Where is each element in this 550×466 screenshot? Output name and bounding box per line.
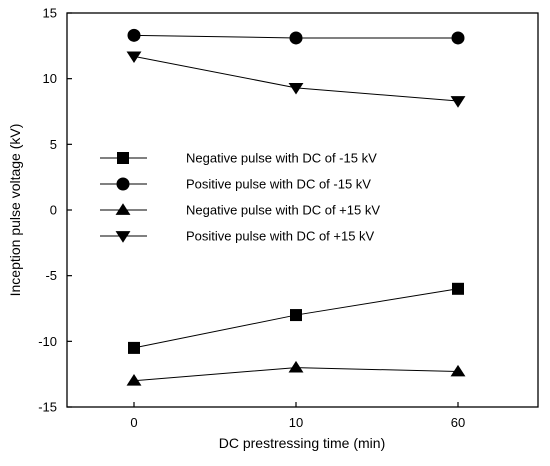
circle-marker (289, 31, 303, 45)
triangle-up-marker (115, 203, 131, 215)
y-tick-label: 0 (50, 203, 57, 218)
y-tick-label: 15 (43, 6, 57, 21)
square-marker (117, 152, 129, 164)
y-tick-label: 5 (50, 137, 57, 152)
y-axis: -15 -10 -5 0 5 10 15 (38, 6, 72, 415)
triangle-down-marker (450, 96, 466, 108)
circle-marker (451, 31, 465, 45)
legend-label: Negative pulse with DC of -15 kV (186, 151, 377, 166)
legend-label: Positive pulse with DC of -15 kV (186, 177, 371, 192)
square-marker (128, 341, 140, 354)
series-triangle-up (126, 360, 466, 386)
y-tick-label: -5 (45, 268, 57, 283)
y-tick-label: 10 (43, 71, 57, 86)
x-axis: 0 10 60 (130, 402, 465, 430)
series-square (128, 282, 464, 354)
legend-label: Negative pulse with DC of +15 kV (186, 203, 380, 218)
series-layer (126, 28, 466, 386)
x-tick-label: 0 (130, 415, 137, 430)
legend: Negative pulse with DC of -15 kV Positive… (100, 151, 380, 244)
series-triangle-down (126, 51, 466, 108)
triangle-up-marker (288, 360, 304, 373)
triangle-up-marker (450, 364, 466, 377)
x-axis-title: DC prestressing time (min) (219, 435, 385, 451)
triangle-down-marker (288, 83, 304, 95)
y-axis-title: Inception pulse voltage (kV) (7, 124, 23, 297)
square-marker (452, 282, 464, 295)
legend-label: Positive pulse with DC of +15 kV (186, 229, 375, 244)
y-tick-label: -10 (38, 334, 57, 349)
y-tick-label: -15 (38, 400, 57, 415)
triangle-down-marker (126, 51, 142, 64)
x-tick-label: 60 (451, 415, 465, 430)
circle-marker (116, 177, 130, 191)
circle-marker (127, 28, 141, 42)
triangle-up-marker (126, 374, 142, 386)
series-circle (127, 28, 465, 45)
triangle-down-marker (115, 231, 131, 243)
x-tick-label: 10 (289, 415, 303, 430)
square-marker (290, 309, 302, 322)
